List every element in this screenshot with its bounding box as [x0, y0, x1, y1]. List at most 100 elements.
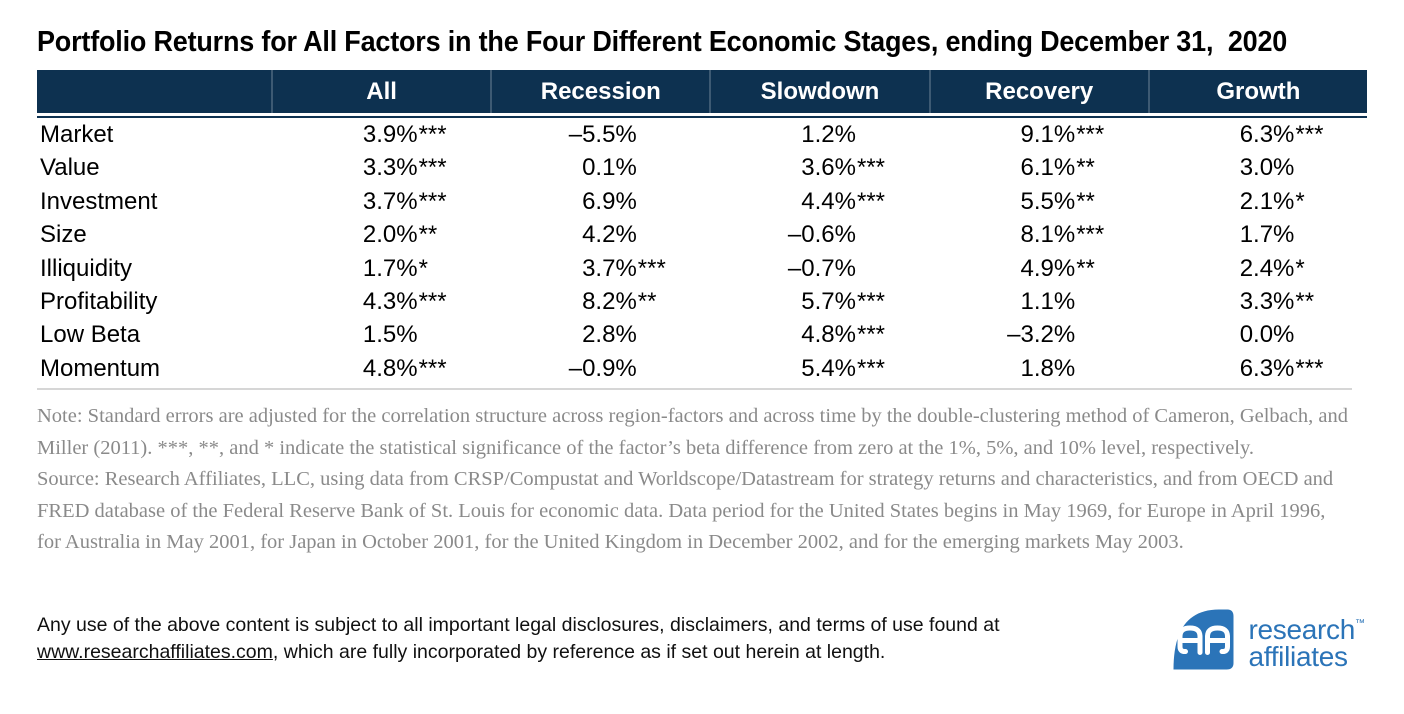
return-value: 4.3% [362, 287, 418, 315]
row-label: Market [40, 121, 114, 148]
return-value: 3.7% [362, 187, 418, 215]
significance-stars: *** [856, 187, 886, 215]
return-value: 1.7% [362, 254, 418, 282]
research-affiliates-link[interactable]: www.researchaffiliates.com [37, 641, 273, 663]
footer: Any use of the above content is subject … [37, 609, 1367, 673]
value-cell: 1.8% [929, 352, 1148, 385]
table-row: Profitability 4.3% *** 8.2% ** 5.7% *** 1.1% 3.3… [37, 285, 1367, 318]
divider-rule [37, 388, 1352, 391]
return-value: 5.7% [801, 287, 856, 315]
disclaimer-line1: Any use of the above content is subject … [37, 614, 1000, 636]
return-value: 2.0% [362, 221, 418, 249]
significance-stars [1294, 318, 1367, 351]
significance-stars [637, 151, 710, 184]
table-row: Momentum 4.8% *** –0.9% 5.4% *** 1.8% 6.3% *** [37, 352, 1367, 385]
significance-stars [1294, 151, 1367, 184]
table-row: Investment 3.7% *** 6.9% 4.4% *** 5.5% ** 2.1% * [37, 185, 1367, 218]
row-label: Value [40, 154, 100, 182]
value-cell: 1.1% [929, 285, 1148, 318]
table-header-row: All Recession Slowdown Recovery Growth [37, 70, 1367, 113]
value-cell: 6.9% [490, 185, 709, 218]
value-cell: 5.7% *** [709, 285, 928, 318]
significance-stars: *** [418, 354, 447, 382]
source-text: Source: Research Affiliates, LLC, using … [37, 468, 1334, 554]
significance-stars: * [1295, 187, 1305, 215]
return-value: 5.4% [801, 354, 856, 382]
significance-stars: ** [1295, 287, 1315, 315]
row-label: Illiquidity [40, 254, 133, 282]
value-cell: 2.1% * [1148, 185, 1367, 218]
significance-stars: ** [418, 221, 438, 249]
column-header-slowdown: Slowdown [709, 70, 928, 113]
value-cell: 1.7% [1148, 218, 1367, 251]
value-cell: 3.3% *** [271, 151, 490, 184]
significance-stars: *** [1076, 221, 1105, 249]
legal-disclaimer: Any use of the above content is subject … [37, 612, 1000, 666]
return-value: 2.8% [582, 321, 637, 349]
significance-stars [856, 218, 929, 251]
value-cell: 2.0% ** [271, 218, 490, 251]
significance-stars [1075, 352, 1148, 385]
value-cell: 5.5% ** [929, 185, 1148, 218]
return-value: 3.3% [362, 154, 418, 182]
significance-stars: ** [637, 287, 657, 315]
significance-stars: *** [418, 121, 447, 148]
value-cell: 3.7% *** [271, 185, 490, 218]
column-header-all: All [271, 70, 490, 113]
significance-stars [1294, 218, 1367, 251]
column-header-recession: Recession [490, 70, 709, 113]
significance-stars: *** [856, 321, 886, 349]
return-value: 4.4% [801, 187, 856, 215]
value-cell: 3.3% ** [1148, 285, 1367, 318]
row-label: Low Beta [40, 321, 141, 349]
value-cell: 8.2% ** [490, 285, 709, 318]
return-value: 1.2% [801, 121, 856, 148]
value-cell: –5.5% [490, 118, 709, 151]
value-cell: 3.7% *** [490, 252, 709, 285]
column-header-empty [37, 70, 271, 113]
significance-stars: *** [1295, 354, 1324, 382]
notes-block: Note: Standard errors are adjusted for t… [37, 401, 1354, 559]
value-cell: 4.3% *** [271, 285, 490, 318]
return-value: 6.3% [1239, 354, 1295, 382]
note-text: Note: Standard errors are adjusted for t… [37, 405, 1348, 459]
return-value: 8.1% [1020, 221, 1076, 249]
significance-stars: * [418, 254, 428, 282]
row-label: Profitability [40, 287, 158, 315]
value-cell: 1.7% * [271, 252, 490, 285]
value-cell: 4.2% [490, 218, 709, 251]
logo-word-affiliates: affiliates [1248, 640, 1348, 672]
value-cell: 9.1% *** [929, 118, 1148, 151]
significance-stars: *** [1076, 121, 1105, 148]
trademark-symbol: ™ [1355, 617, 1365, 629]
value-cell: 8.1% *** [929, 218, 1148, 251]
research-affiliates-logo: research™ affiliates [1170, 606, 1365, 673]
value-cell: 6.3% *** [1148, 352, 1367, 385]
return-value: –0.7% [787, 254, 856, 282]
value-cell: –0.9% [490, 352, 709, 385]
significance-stars [1075, 318, 1148, 351]
value-cell: 6.3% *** [1148, 118, 1367, 151]
significance-stars: ** [1076, 254, 1095, 282]
return-value: 4.2% [582, 221, 637, 249]
header-underline [37, 116, 1367, 118]
value-cell: 1.5% [271, 318, 490, 351]
return-value: 0.1% [582, 154, 637, 182]
significance-stars [1075, 285, 1148, 318]
significance-stars [637, 318, 710, 351]
logo-wordmark: research™ affiliates [1248, 610, 1365, 670]
value-cell: 4.4% *** [709, 185, 928, 218]
return-value: 9.1% [1020, 121, 1076, 148]
value-cell: –0.6% [709, 218, 928, 251]
return-value: –0.9% [568, 354, 637, 382]
value-cell: –0.7% [709, 252, 928, 285]
significance-stars [856, 118, 929, 151]
value-cell: 4.8% *** [271, 352, 490, 385]
return-value: 5.5% [1020, 187, 1076, 215]
return-value: –3.2% [1007, 321, 1076, 349]
column-header-recovery: Recovery [928, 70, 1148, 113]
return-value: –5.5% [568, 121, 637, 148]
significance-stars: *** [637, 254, 666, 282]
table-body: Market 3.9% *** –5.5% 1.2% 9.1% *** 6.3% *** Valu… [37, 118, 1367, 385]
significance-stars [637, 218, 710, 251]
